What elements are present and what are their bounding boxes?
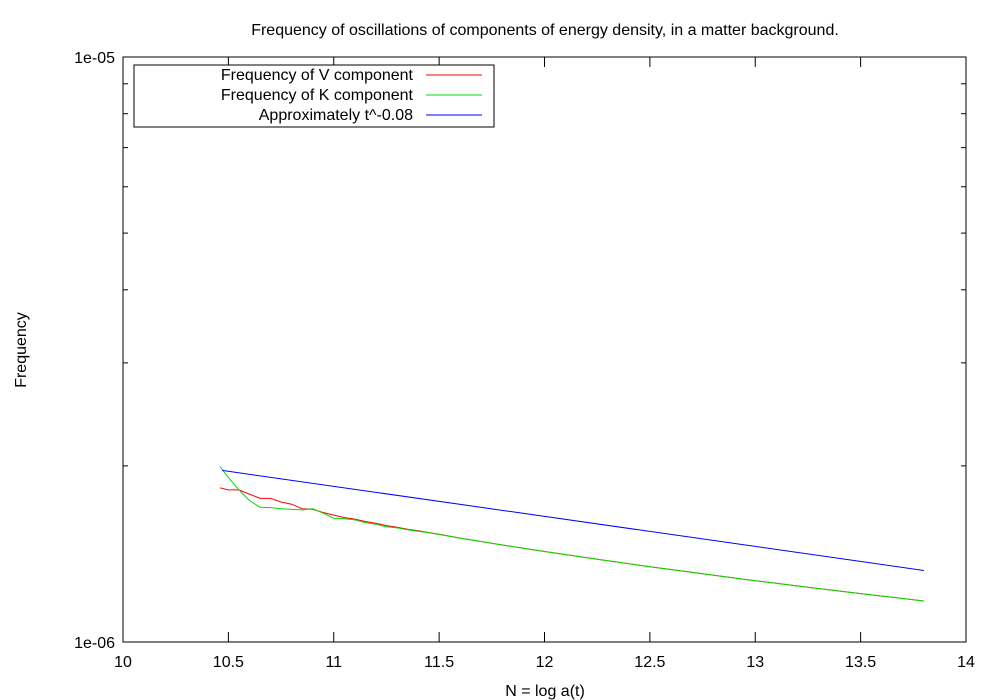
legend: Frequency of V component Frequency of K c… xyxy=(133,64,495,128)
series-lines xyxy=(219,466,924,602)
x-tick-label: 12.5 xyxy=(634,654,665,671)
x-axis-label: N = log a(t) xyxy=(505,683,585,700)
legend-label: Approximately t^-0.08 xyxy=(259,107,413,124)
x-tick-label: 10 xyxy=(114,654,132,671)
axis-ticks: 10 10.5 11 11.5 12 12.5 13 13.5 14 1e-06 1e-05 xyxy=(74,50,975,671)
x-tick-label: 11.5 xyxy=(424,654,454,671)
legend-label: Frequency of V component xyxy=(221,67,414,84)
y-tick-label: 1e-06 xyxy=(74,635,115,652)
y-tick-label: 1e-05 xyxy=(74,50,115,67)
x-tick-label: 12 xyxy=(536,654,554,671)
series-line xyxy=(222,469,924,571)
x-tick-label: 11 xyxy=(325,654,342,671)
x-tick-label: 13.5 xyxy=(845,654,876,671)
chart-title: Frequency of oscillations of components … xyxy=(251,22,839,39)
x-tick-label: 10.5 xyxy=(213,654,244,671)
x-tick-label: 13 xyxy=(746,654,764,671)
series-line xyxy=(219,487,924,602)
series-line xyxy=(219,466,924,602)
legend-label: Frequency of K component xyxy=(221,87,414,104)
x-tick-label: 14 xyxy=(957,654,975,671)
plot-frame xyxy=(122,56,967,643)
y-axis-label: Frequency xyxy=(13,312,30,388)
